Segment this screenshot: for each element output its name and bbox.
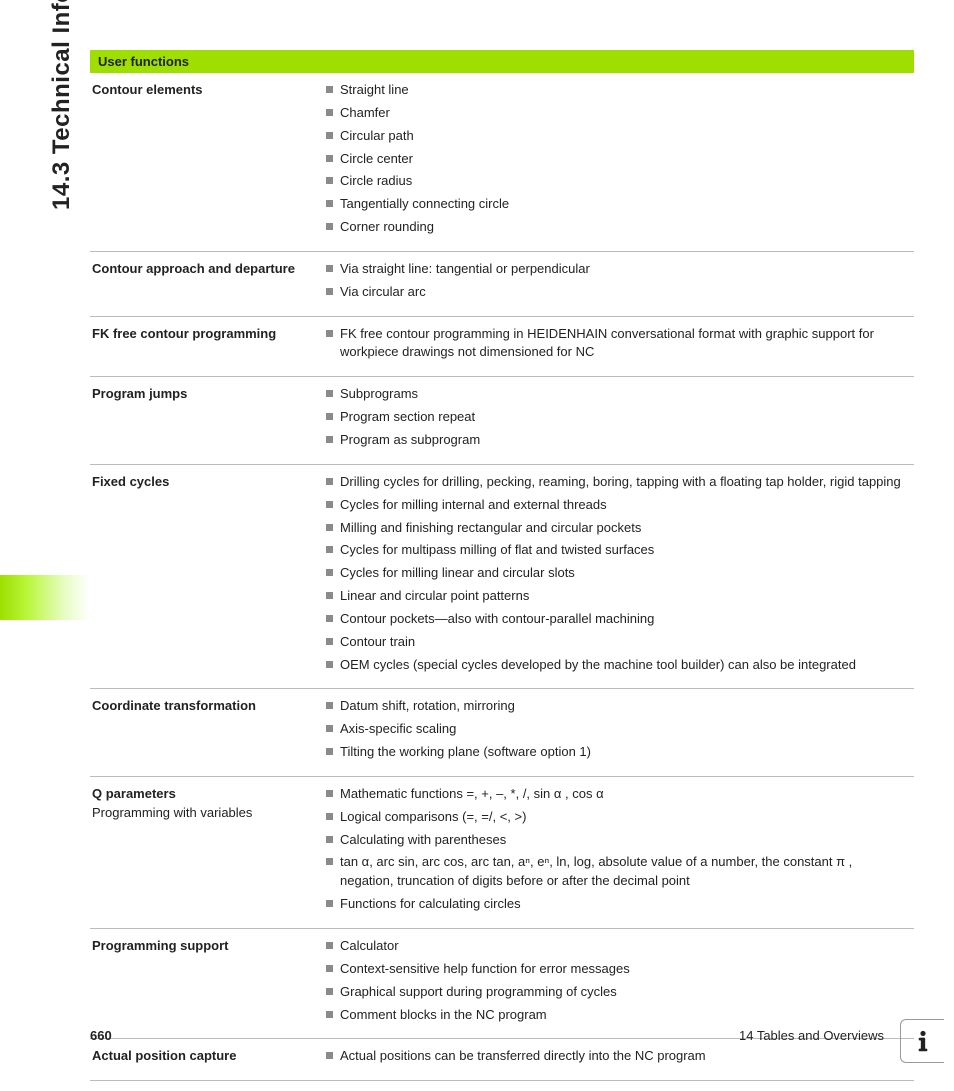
item-list: Datum shift, rotation, mirroring Axis-spe… — [326, 697, 908, 762]
row-label-subtext: Programming with variables — [92, 804, 314, 823]
list-item: Chamfer — [326, 104, 908, 123]
list-item: Mathematic functions =, +, –, *, /, sin … — [326, 785, 908, 804]
row-items: Mathematic functions =, +, –, *, /, sin … — [320, 776, 914, 928]
list-item: Tilting the working plane (software opti… — [326, 743, 908, 762]
row-label: Q parameters Programming with variables — [90, 776, 320, 928]
row-items: Drilling cycles for drilling, pecking, r… — [320, 464, 914, 689]
list-item: Contour train — [326, 633, 908, 652]
row-label: Contour elements — [90, 73, 320, 251]
list-item: Circle center — [326, 150, 908, 169]
list-item: Straight line — [326, 81, 908, 100]
list-item: Comment blocks in the NC program — [326, 1006, 908, 1025]
list-item: Functions for calculating circles — [326, 895, 908, 914]
list-item: Axis-specific scaling — [326, 720, 908, 739]
row-label-text: Programming support — [92, 938, 229, 953]
list-item: Calculating with parentheses — [326, 831, 908, 850]
row-label-text: Coordinate transformation — [92, 698, 256, 713]
table-row: Programming support Calculator Context-sen… — [90, 929, 914, 1039]
list-item: Program section repeat — [326, 408, 908, 427]
list-item: Corner rounding — [326, 218, 908, 237]
item-list: Straight line Chamfer Circular path Circle … — [326, 81, 908, 237]
list-item: Datum shift, rotation, mirroring — [326, 697, 908, 716]
list-item: Drilling cycles for drilling, pecking, r… — [326, 473, 908, 492]
row-items: FK free contour programming in HEIDENHAI… — [320, 316, 914, 377]
table-row: Contour approach and departure Via straig… — [90, 251, 914, 316]
user-functions-table: Contour elements Straight line Chamfer Circ… — [90, 73, 914, 1081]
row-label: Programming support — [90, 929, 320, 1039]
list-item: Via straight line: tangential or perpend… — [326, 260, 908, 279]
table-row: Q parameters Programming with variables Ma… — [90, 776, 914, 928]
list-item: OEM cycles (special cycles developed by … — [326, 656, 908, 675]
item-list: Via straight line: tangential or perpend… — [326, 260, 908, 302]
table-row: Actual position capture Actual positions … — [90, 1039, 914, 1081]
page-number: 660 — [90, 1028, 112, 1043]
footer-section: 14 Tables and Overviews — [739, 1028, 884, 1043]
row-items: Calculator Context-sensitive help functio… — [320, 929, 914, 1039]
list-item: Calculator — [326, 937, 908, 956]
item-list: Drilling cycles for drilling, pecking, r… — [326, 473, 908, 675]
list-item: Context-sensitive help function for erro… — [326, 960, 908, 979]
row-items: Via straight line: tangential or perpend… — [320, 251, 914, 316]
list-item: Linear and circular point patterns — [326, 587, 908, 606]
table-row: Fixed cycles Drilling cycles for drilling… — [90, 464, 914, 689]
item-list: FK free contour programming in HEIDENHAI… — [326, 325, 908, 363]
row-label-text: Contour elements — [92, 82, 203, 97]
list-item: Contour pockets—also with contour-parall… — [326, 610, 908, 629]
row-label-text: Q parameters — [92, 786, 176, 801]
row-items: Subprograms Program section repeat Program… — [320, 377, 914, 465]
list-item: Cycles for milling internal and external… — [326, 496, 908, 515]
list-item: Circle radius — [326, 172, 908, 191]
table-row: Program jumps Subprograms Program section … — [90, 377, 914, 465]
item-list: Subprograms Program section repeat Program… — [326, 385, 908, 450]
row-label: Coordinate transformation — [90, 689, 320, 777]
table-row: Coordinate transformation Datum shift, ro… — [90, 689, 914, 777]
list-item: Tangentially connecting circle — [326, 195, 908, 214]
row-label: FK free contour programming — [90, 316, 320, 377]
list-item: Actual positions can be transferred dire… — [326, 1047, 908, 1066]
row-label: Fixed cycles — [90, 464, 320, 689]
list-item: tan α, arc sin, arc cos, arc tan, aⁿ, eⁿ… — [326, 853, 908, 891]
row-items: Straight line Chamfer Circular path Circle … — [320, 73, 914, 251]
item-list: Actual positions can be transferred dire… — [326, 1047, 908, 1066]
row-label: Program jumps — [90, 377, 320, 465]
row-label-text: Contour approach and departure — [92, 261, 295, 276]
list-item: Program as subprogram — [326, 431, 908, 450]
row-label: Actual position capture — [90, 1039, 320, 1081]
info-icon — [900, 1019, 944, 1063]
list-item: Via circular arc — [326, 283, 908, 302]
table-row: FK free contour programming FK free conto… — [90, 316, 914, 377]
page-footer: 660 14 Tables and Overviews — [90, 1028, 884, 1043]
list-item: FK free contour programming in HEIDENHAI… — [326, 325, 908, 363]
item-list: Mathematic functions =, +, –, *, /, sin … — [326, 785, 908, 914]
row-label-text: FK free contour programming — [92, 326, 276, 341]
table-row: Contour elements Straight line Chamfer Circ… — [90, 73, 914, 251]
list-item: Cycles for milling linear and circular s… — [326, 564, 908, 583]
list-item: Cycles for multipass milling of flat and… — [326, 541, 908, 560]
row-label-text: Program jumps — [92, 386, 187, 401]
row-label-text: Fixed cycles — [92, 474, 169, 489]
list-item: Milling and finishing rectangular and ci… — [326, 519, 908, 538]
row-label: Contour approach and departure — [90, 251, 320, 316]
list-item: Logical comparisons (=, =/, <, >) — [326, 808, 908, 827]
row-items: Datum shift, rotation, mirroring Axis-spe… — [320, 689, 914, 777]
list-item: Subprograms — [326, 385, 908, 404]
list-item: Circular path — [326, 127, 908, 146]
side-section-title: 14.3 Technical Information — [48, 0, 76, 210]
table-header: User functions — [90, 50, 914, 73]
row-items: Actual positions can be transferred dire… — [320, 1039, 914, 1081]
side-accent-fade — [0, 575, 90, 620]
row-label-text: Actual position capture — [92, 1048, 236, 1063]
list-item: Graphical support during programming of … — [326, 983, 908, 1002]
item-list: Calculator Context-sensitive help functio… — [326, 937, 908, 1024]
